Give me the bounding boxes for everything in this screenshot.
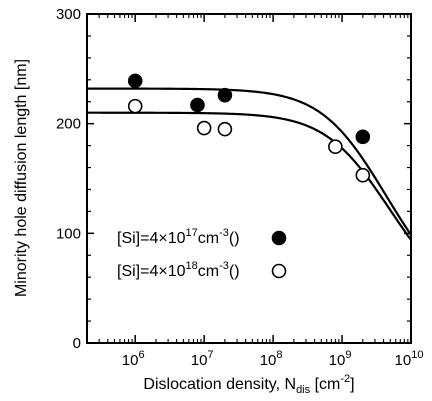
- x-tick-label: 108: [260, 349, 283, 369]
- legend-item-si-18: [Si]=4×1018cm-3(): [117, 260, 287, 280]
- data-point-filled: [217, 87, 233, 103]
- legend-exp1: 18: [186, 260, 198, 272]
- x-axis-title-unit-open: [cm: [310, 376, 340, 393]
- x-tick-label: 107: [191, 349, 214, 369]
- legend-prefix: [Si]=4×10: [117, 263, 186, 280]
- y-tick-label: 300: [56, 6, 81, 23]
- x-tick-label-base: 10: [122, 352, 139, 369]
- data-point-open: [196, 120, 212, 136]
- legend-close-paren: ): [234, 263, 239, 280]
- data-point-open: [355, 167, 371, 183]
- x-tick-label-base: 10: [395, 352, 412, 369]
- legend-mid: cm: [198, 230, 219, 247]
- fit-curve-2: [87, 111, 412, 241]
- y-axis-title: Minority hole diffusion length [nm]: [13, 59, 30, 297]
- fit-curve-1: [86, 87, 412, 236]
- data-point-open: [328, 139, 343, 154]
- legend-close-paren: ): [234, 230, 239, 247]
- x-tick-label: 1010: [395, 349, 424, 369]
- x-axis-title-sub: dis: [296, 384, 311, 396]
- x-tick-label-exp: 9: [345, 349, 351, 361]
- legend-exp2: -3: [219, 227, 229, 239]
- data-point-filled: [355, 129, 371, 145]
- x-axis-title: Dislocation density, Ndis [cm-2]: [143, 373, 354, 396]
- x-tick-label-base: 10: [260, 352, 277, 369]
- legend-marker-open-circle: [271, 263, 287, 279]
- legend-mid: cm: [198, 263, 219, 280]
- data-point-open: [127, 98, 143, 114]
- legend-prefix: [Si]=4×10: [117, 230, 186, 247]
- x-tick-label-exp: 8: [276, 349, 282, 361]
- x-axis-title-unit-close: ]: [350, 376, 354, 393]
- legend-label-si-17: [Si]=4×1017cm-3(): [117, 227, 240, 247]
- data-point-open: [217, 121, 233, 137]
- x-tick-label: 106: [122, 349, 145, 369]
- x-axis-title-main: Dislocation density, N: [143, 376, 296, 393]
- legend-item-si-17: [Si]=4×1017cm-3(): [117, 227, 287, 247]
- legend: [Si]=4×1017cm-3() [Si]=4×1018cm-3(): [117, 227, 287, 280]
- fit-curves: [86, 87, 412, 241]
- legend-open-paren: (: [229, 230, 235, 247]
- x-axis-title-unit-sup: -2: [340, 373, 350, 385]
- legend-open-paren: (: [229, 263, 235, 280]
- data-points: [127, 73, 371, 183]
- y-tick-label: 0: [73, 335, 81, 352]
- data-point-filled: [190, 97, 205, 113]
- x-tick-label-base: 10: [191, 352, 208, 369]
- x-tick-label: 109: [329, 349, 352, 369]
- x-tick-label-exp: 6: [138, 349, 144, 361]
- x-tick-label-base: 10: [329, 352, 346, 369]
- legend-exp1: 17: [186, 227, 198, 239]
- y-tick-label: 100: [56, 225, 81, 242]
- plot-frame: [86, 13, 412, 344]
- x-tick-label-exp: 7: [207, 349, 213, 361]
- x-tick-label-exp: 10: [411, 349, 423, 361]
- y-tick-label: 200: [56, 116, 81, 133]
- legend-marker-filled-circle: [271, 230, 287, 246]
- legend-exp2: -3: [219, 260, 229, 272]
- legend-label-si-18: [Si]=4×1018cm-3(): [117, 260, 240, 280]
- data-point-filled: [127, 73, 143, 89]
